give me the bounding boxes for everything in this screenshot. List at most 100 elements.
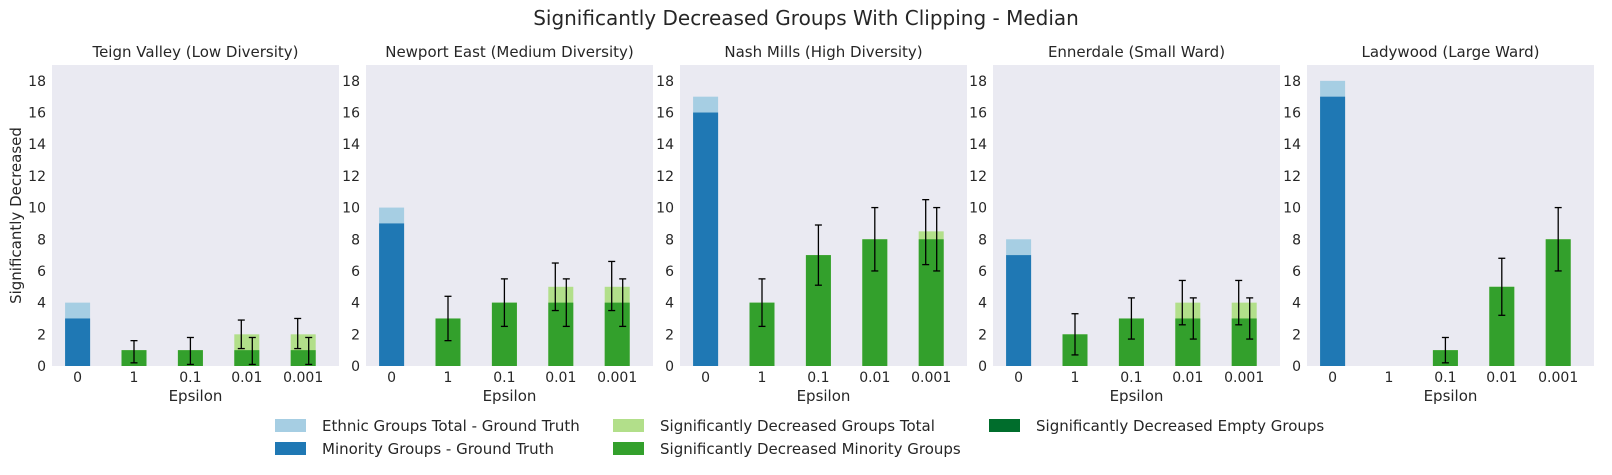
y-tick-label: 16 — [969, 106, 987, 122]
x-tick-label: 0 — [701, 370, 710, 386]
panel-title: Ennerdale (Small Ward) — [1048, 43, 1225, 61]
y-tick-label: 4 — [351, 296, 360, 312]
bar-decreased-minority — [1175, 318, 1201, 366]
x-tick-label: 1 — [758, 370, 767, 386]
panel-5: Ladywood (Large Ward) 0 2 4 6 8 10 12 14 16 18 0 1 0.… — [1283, 43, 1594, 405]
panel-2: Newport East (Medium Diversity)024681012… — [342, 43, 653, 405]
x-tick-label: 1 — [130, 370, 139, 386]
x-tick-label: 0.001 — [283, 370, 323, 386]
errorbar-decreased-minority — [1246, 297, 1254, 340]
errorbar-decreased-minority — [1498, 257, 1506, 316]
y-tick-label: 6 — [37, 264, 46, 280]
errorbar-decreased-total — [237, 319, 245, 350]
y-tick-label: 18 — [28, 74, 46, 90]
y-tick-label: 14 — [28, 137, 46, 153]
x-tick-label: 0.01 — [231, 370, 262, 386]
y-tick-label: 4 — [978, 296, 987, 312]
y-tick-label: 10 — [342, 201, 360, 217]
panel-title: Nash Mills (High Diversity) — [724, 43, 922, 61]
legend-item: Ethnic Groups Total - Ground Truth — [275, 417, 580, 435]
x-tick-label: 0 — [1014, 370, 1023, 386]
legend-swatch — [613, 442, 644, 455]
x-tick-label: 0.1 — [1434, 370, 1456, 386]
legend-swatch — [275, 419, 306, 432]
y-tick-label: 2 — [37, 327, 46, 343]
legend: Ethnic Groups Total - Ground Truth Minori… — [275, 417, 1324, 458]
y-tick-label: 0 — [351, 359, 360, 375]
y-tick-label: 12 — [342, 169, 360, 185]
y-tick-label: 8 — [351, 232, 360, 248]
y-axis-label: Significantly Decreased — [7, 127, 25, 304]
bar-decreased-minority — [918, 239, 944, 366]
y-tick-label: 8 — [1292, 232, 1301, 248]
y-tick-label: 18 — [342, 74, 360, 90]
x-tick-label: 0 — [387, 370, 396, 386]
legend-label: Significantly Decreased Minority Groups — [660, 440, 961, 458]
bar-decreased-minority — [234, 350, 260, 366]
x-axis-label: Epsilon — [797, 387, 851, 405]
y-tick-label: 6 — [665, 264, 674, 280]
x-tick-label: 0.01 — [1172, 370, 1203, 386]
y-tick-label: 2 — [1292, 327, 1301, 343]
errorbar-decreased-minority — [1127, 297, 1135, 340]
y-tick-label: 14 — [342, 137, 360, 153]
legend-swatch — [989, 419, 1020, 432]
panels: Teign Valley (Low Diversity)024681012141… — [7, 43, 1594, 405]
x-tick-label: 0.1 — [1120, 370, 1142, 386]
panel-3: Nash Mills (High Diversity)0246810121416… — [656, 43, 967, 405]
y-tick-label: 8 — [978, 232, 987, 248]
x-axis-label: Epsilon — [1424, 387, 1478, 405]
errorbar-decreased-minority — [1189, 297, 1197, 340]
panel-title: Ladywood (Large Ward) — [1361, 43, 1539, 61]
legend-swatch — [613, 419, 644, 432]
errorbar-decreased-minority — [500, 278, 508, 328]
bar-minority-ground-truth — [1006, 255, 1032, 366]
y-tick-label: 2 — [978, 327, 987, 343]
y-tick-label: 0 — [978, 359, 987, 375]
y-tick-label: 18 — [656, 74, 674, 90]
panel-1: Teign Valley (Low Diversity)024681012141… — [7, 43, 339, 405]
legend-swatch — [275, 442, 306, 455]
bar-minority-ground-truth — [1320, 96, 1346, 367]
legend-label: Minority Groups - Ground Truth — [322, 440, 554, 458]
x-tick-label: 0.001 — [1224, 370, 1264, 386]
errorbar-decreased-minority — [1554, 206, 1562, 272]
y-tick-label: 18 — [969, 74, 987, 90]
y-tick-label: 0 — [665, 359, 674, 375]
errorbar-decreased-minority — [1071, 313, 1079, 356]
y-tick-label: 2 — [665, 327, 674, 343]
y-tick-label: 16 — [28, 106, 46, 122]
legend-item: Significantly Decreased Groups Total — [613, 417, 935, 435]
errorbar-decreased-minority — [814, 224, 822, 286]
y-tick-label: 16 — [342, 106, 360, 122]
y-tick-label: 14 — [969, 137, 987, 153]
y-tick-label: 4 — [1292, 296, 1301, 312]
errorbar-decreased-total — [1178, 279, 1186, 326]
legend-item: Significantly Decreased Empty Groups — [989, 417, 1324, 435]
x-tick-label: 1 — [444, 370, 453, 386]
y-tick-label: 12 — [969, 169, 987, 185]
x-axis-label: Epsilon — [1110, 387, 1164, 405]
errorbar-decreased-minority — [305, 336, 313, 366]
y-tick-label: 14 — [656, 137, 674, 153]
x-tick-label: 0.1 — [179, 370, 201, 386]
y-tick-label: 16 — [1283, 106, 1301, 122]
y-tick-label: 10 — [28, 201, 46, 217]
x-tick-label: 0.01 — [1486, 370, 1517, 386]
errorbar-decreased-total — [922, 199, 930, 266]
legend-item: Significantly Decreased Minority Groups — [613, 440, 961, 458]
y-tick-label: 10 — [969, 201, 987, 217]
y-tick-label: 12 — [1283, 169, 1301, 185]
x-tick-label: 0.001 — [1538, 370, 1578, 386]
bar-decreased-minority — [604, 302, 630, 366]
x-tick-label: 0.001 — [597, 370, 637, 386]
x-tick-label: 1 — [1385, 370, 1394, 386]
y-tick-label: 16 — [656, 106, 674, 122]
chart-title: Significantly Decreased Groups With Clip… — [533, 6, 1079, 30]
errorbar-decreased-minority — [130, 340, 138, 364]
y-tick-label: 14 — [1283, 137, 1301, 153]
legend-label: Significantly Decreased Groups Total — [660, 417, 935, 435]
x-tick-label: 0.01 — [859, 370, 890, 386]
errorbar-decreased-total — [551, 262, 559, 312]
